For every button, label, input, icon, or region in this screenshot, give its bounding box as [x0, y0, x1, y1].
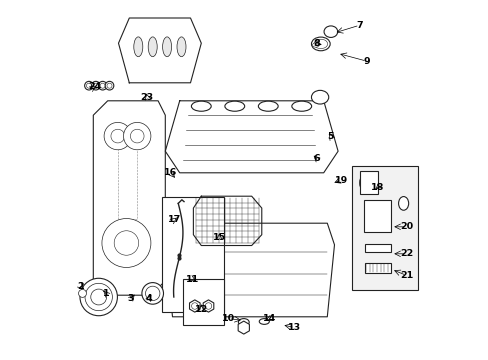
Bar — [365, 244, 390, 252]
Text: 14: 14 — [263, 314, 276, 323]
Circle shape — [111, 129, 124, 143]
Ellipse shape — [362, 175, 374, 191]
Ellipse shape — [312, 43, 318, 47]
Circle shape — [114, 231, 139, 255]
Text: 20: 20 — [399, 222, 412, 231]
Text: 3: 3 — [127, 294, 134, 303]
Ellipse shape — [177, 37, 185, 57]
Text: 8: 8 — [312, 39, 319, 48]
Text: 4: 4 — [145, 294, 152, 303]
Polygon shape — [193, 196, 261, 246]
Polygon shape — [165, 101, 337, 173]
Text: 7: 7 — [356, 21, 362, 30]
Ellipse shape — [359, 172, 377, 194]
Ellipse shape — [98, 81, 107, 90]
Ellipse shape — [259, 319, 269, 324]
Ellipse shape — [148, 37, 157, 57]
Text: 11: 11 — [185, 275, 199, 284]
Text: 19: 19 — [334, 176, 347, 185]
Polygon shape — [93, 101, 165, 295]
Circle shape — [191, 303, 198, 309]
Circle shape — [123, 122, 151, 150]
Ellipse shape — [84, 81, 93, 90]
Polygon shape — [165, 223, 334, 317]
Text: 1: 1 — [102, 289, 109, 298]
Text: 9: 9 — [363, 57, 369, 66]
Circle shape — [142, 283, 163, 304]
Ellipse shape — [93, 83, 98, 88]
Text: 17: 17 — [167, 215, 181, 224]
Ellipse shape — [238, 319, 249, 326]
Ellipse shape — [311, 37, 329, 51]
Ellipse shape — [86, 83, 91, 88]
Ellipse shape — [105, 81, 114, 90]
Circle shape — [205, 303, 211, 309]
Circle shape — [130, 129, 144, 143]
Circle shape — [79, 289, 86, 297]
Text: 10: 10 — [221, 314, 234, 323]
Circle shape — [85, 283, 112, 311]
Ellipse shape — [291, 101, 311, 111]
Ellipse shape — [258, 101, 278, 111]
Ellipse shape — [313, 39, 327, 49]
Ellipse shape — [398, 197, 408, 210]
Ellipse shape — [311, 90, 328, 104]
Ellipse shape — [91, 81, 100, 90]
Text: 5: 5 — [327, 132, 333, 141]
Text: 22: 22 — [399, 249, 412, 258]
Text: 23: 23 — [141, 93, 154, 102]
Bar — [352, 166, 418, 290]
Bar — [183, 279, 223, 325]
Text: 16: 16 — [164, 168, 177, 177]
Circle shape — [145, 286, 160, 301]
Bar — [365, 263, 390, 273]
Circle shape — [104, 122, 131, 150]
Text: 12: 12 — [194, 305, 207, 314]
Circle shape — [80, 278, 117, 316]
Ellipse shape — [163, 37, 171, 57]
Circle shape — [91, 289, 106, 305]
Text: 21: 21 — [399, 271, 412, 280]
Text: 18: 18 — [370, 183, 384, 192]
Bar — [162, 197, 224, 312]
Text: 6: 6 — [312, 154, 319, 163]
Text: 2: 2 — [77, 282, 84, 291]
Ellipse shape — [191, 101, 211, 111]
Text: 13: 13 — [288, 323, 301, 332]
Bar — [364, 200, 390, 232]
Polygon shape — [118, 18, 201, 83]
Circle shape — [102, 219, 151, 267]
Ellipse shape — [107, 83, 112, 88]
Ellipse shape — [324, 26, 337, 37]
Text: 24: 24 — [88, 82, 102, 91]
Ellipse shape — [100, 83, 105, 88]
Bar — [359, 171, 378, 194]
Text: 15: 15 — [212, 233, 225, 242]
Ellipse shape — [134, 37, 142, 57]
Ellipse shape — [224, 101, 244, 111]
